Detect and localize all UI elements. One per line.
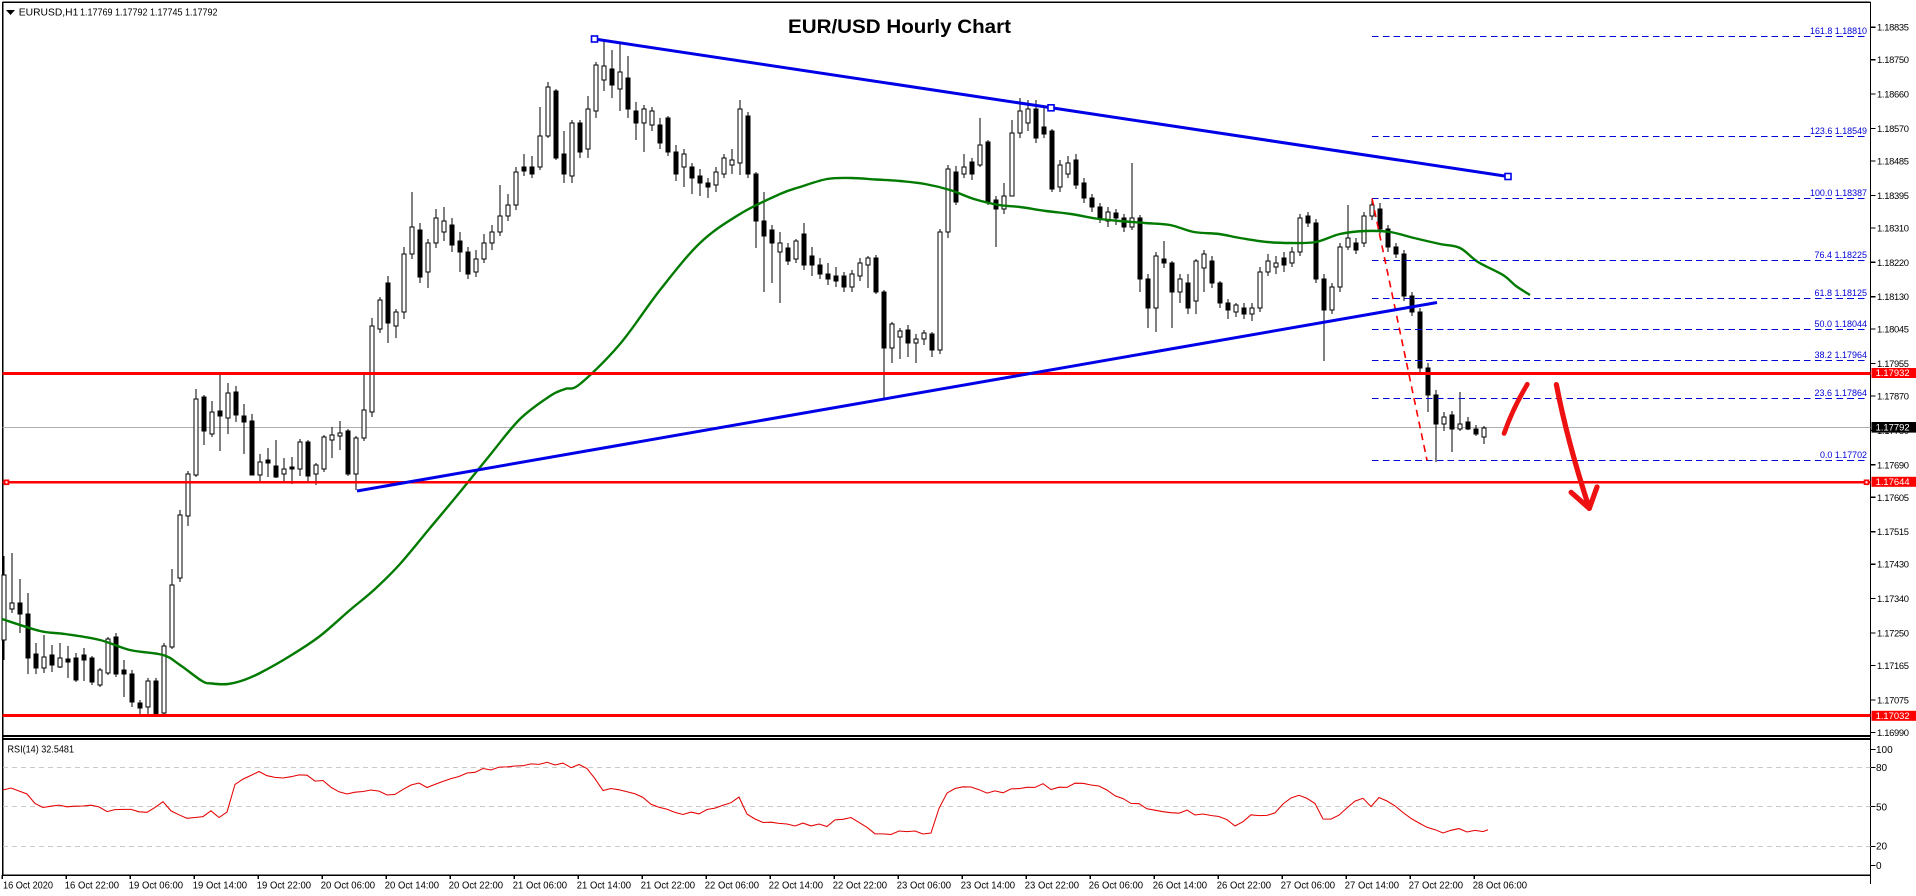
svg-text:26 Oct 14:00: 26 Oct 14:00: [1153, 881, 1208, 892]
svg-text:RSI(14) 32.5481: RSI(14) 32.5481: [8, 745, 75, 756]
svg-text:20 Oct 22:00: 20 Oct 22:00: [449, 881, 504, 892]
svg-text:1.18570: 1.18570: [1877, 123, 1909, 134]
svg-text:0.0 1.17702: 0.0 1.17702: [1820, 450, 1867, 461]
svg-text:28 Oct 06:00: 28 Oct 06:00: [1473, 881, 1528, 892]
svg-text:1.17870: 1.17870: [1877, 391, 1909, 402]
svg-text:1.17605: 1.17605: [1877, 492, 1909, 503]
svg-text:23.6 1.17864: 23.6 1.17864: [1815, 388, 1868, 399]
svg-text:21 Oct 14:00: 21 Oct 14:00: [577, 881, 632, 892]
svg-text:22 Oct 06:00: 22 Oct 06:00: [705, 881, 760, 892]
svg-text:1.17644: 1.17644: [1876, 477, 1910, 487]
svg-text:1.17792: 1.17792: [1876, 423, 1910, 433]
svg-text:1.18485: 1.18485: [1877, 156, 1909, 167]
svg-text:1.17955: 1.17955: [1877, 358, 1909, 369]
svg-text:20: 20: [1876, 842, 1888, 853]
svg-text:1.17769 1.17792 1.17745 1.1779: 1.17769 1.17792 1.17745 1.17792: [80, 8, 218, 19]
svg-text:19 Oct 06:00: 19 Oct 06:00: [129, 881, 184, 892]
svg-text:22 Oct 14:00: 22 Oct 14:00: [769, 881, 824, 892]
svg-text:1.18130: 1.18130: [1877, 291, 1909, 302]
svg-text:1.16990: 1.16990: [1877, 727, 1909, 738]
svg-text:161.8 1.18810: 161.8 1.18810: [1810, 26, 1867, 37]
svg-text:16 Oct 2020: 16 Oct 2020: [3, 881, 53, 892]
svg-text:EURUSD,H1: EURUSD,H1: [19, 8, 79, 19]
svg-text:1.17690: 1.17690: [1877, 459, 1909, 470]
svg-text:22 Oct 22:00: 22 Oct 22:00: [833, 881, 888, 892]
svg-text:21 Oct 06:00: 21 Oct 06:00: [513, 881, 568, 892]
svg-text:1.17430: 1.17430: [1877, 559, 1909, 570]
svg-text:76.4 1.18225: 76.4 1.18225: [1815, 250, 1868, 261]
svg-text:26 Oct 06:00: 26 Oct 06:00: [1089, 881, 1144, 892]
svg-text:1.17032: 1.17032: [1876, 711, 1910, 721]
svg-text:1.18395: 1.18395: [1877, 190, 1909, 201]
svg-text:0: 0: [1876, 861, 1882, 872]
svg-text:123.6 1.18549: 123.6 1.18549: [1810, 126, 1867, 137]
svg-text:100: 100: [1876, 745, 1893, 756]
svg-text:100.0 1.18387: 100.0 1.18387: [1810, 188, 1867, 199]
svg-text:EUR/USD Hourly Chart: EUR/USD Hourly Chart: [788, 16, 1012, 38]
svg-text:50: 50: [1876, 803, 1888, 814]
svg-text:50.0 1.18044: 50.0 1.18044: [1815, 319, 1868, 330]
svg-text:38.2 1.17964: 38.2 1.17964: [1815, 350, 1868, 361]
svg-text:1.18660: 1.18660: [1877, 89, 1909, 100]
svg-text:1.18750: 1.18750: [1877, 54, 1909, 65]
svg-text:19 Oct 22:00: 19 Oct 22:00: [257, 881, 312, 892]
svg-text:27 Oct 06:00: 27 Oct 06:00: [1281, 881, 1336, 892]
svg-text:1.18220: 1.18220: [1877, 257, 1909, 268]
svg-text:1.17075: 1.17075: [1877, 694, 1909, 705]
svg-text:20 Oct 14:00: 20 Oct 14:00: [385, 881, 440, 892]
svg-text:26 Oct 22:00: 26 Oct 22:00: [1217, 881, 1272, 892]
svg-text:19 Oct 14:00: 19 Oct 14:00: [193, 881, 248, 892]
svg-text:1.17340: 1.17340: [1877, 593, 1909, 604]
svg-text:1.18835: 1.18835: [1877, 22, 1909, 33]
svg-text:20 Oct 06:00: 20 Oct 06:00: [321, 881, 376, 892]
svg-text:16 Oct 22:00: 16 Oct 22:00: [65, 881, 120, 892]
svg-text:1.18045: 1.18045: [1877, 324, 1909, 335]
svg-text:21 Oct 22:00: 21 Oct 22:00: [641, 881, 696, 892]
svg-text:1.17932: 1.17932: [1876, 368, 1910, 378]
svg-text:23 Oct 14:00: 23 Oct 14:00: [961, 881, 1016, 892]
svg-text:1.18310: 1.18310: [1877, 222, 1909, 233]
svg-text:23 Oct 06:00: 23 Oct 06:00: [897, 881, 952, 892]
svg-text:27 Oct 14:00: 27 Oct 14:00: [1345, 881, 1400, 892]
svg-text:80: 80: [1876, 763, 1888, 774]
svg-text:61.8 1.18125: 61.8 1.18125: [1815, 288, 1868, 299]
svg-text:1.17515: 1.17515: [1877, 526, 1909, 537]
svg-text:1.17250: 1.17250: [1877, 628, 1909, 639]
svg-text:23 Oct 22:00: 23 Oct 22:00: [1025, 881, 1080, 892]
svg-text:27 Oct 22:00: 27 Oct 22:00: [1409, 881, 1464, 892]
svg-text:1.17165: 1.17165: [1877, 660, 1909, 671]
